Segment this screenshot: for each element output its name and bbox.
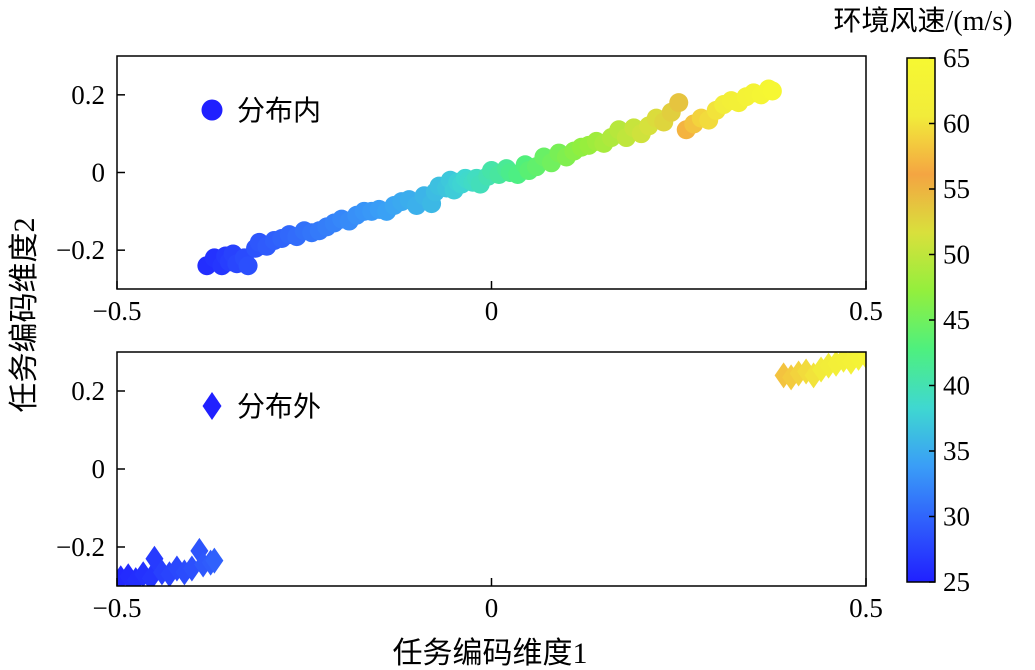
colorbar-tick-label: 45: [943, 305, 970, 335]
x-tick-label: 0: [485, 593, 499, 623]
y-axis-title: 任务编码维度2: [8, 218, 41, 413]
legend-label: 分布内: [237, 94, 321, 127]
y-tick-label: 0.2: [71, 376, 105, 406]
colorbar-tick-label: 55: [943, 174, 970, 204]
y-tick-label: −0.2: [56, 532, 105, 562]
legend-diamond-marker: [202, 392, 222, 420]
x-tick-label: 0: [485, 296, 499, 326]
data-point: [857, 352, 866, 369]
colorbar-tick-label: 30: [943, 502, 970, 532]
data-point: [141, 565, 160, 586]
colorbar-tick-label: 65: [943, 43, 970, 73]
data-point: [160, 561, 179, 586]
colorbar-tick-label: 25: [943, 567, 970, 597]
colorbar-title: 环境风速/(m/s): [834, 5, 1013, 37]
x-tick-label: −0.5: [93, 593, 142, 623]
data-points: [197, 79, 782, 276]
plot-frame: [116, 351, 867, 587]
data-point: [238, 256, 258, 276]
legend-label: 分布外: [237, 390, 321, 423]
x-tick-label: 0.5: [849, 296, 883, 326]
data-points: [117, 352, 866, 586]
y-tick-label: 0.2: [71, 80, 105, 110]
legend: 分布外: [202, 390, 321, 423]
y-tick-label: −0.2: [56, 235, 105, 265]
data-point: [762, 81, 782, 101]
colorbar-tick-label: 35: [943, 436, 970, 466]
scatter-panel-1: −0.5 0 0.5 0.2 0 −0.2 分布内: [56, 55, 883, 326]
x-axis-title: 任务编码维度1: [393, 637, 588, 670]
y-tick-label: 0: [92, 454, 106, 484]
legend-circle-marker: [201, 99, 223, 121]
x-tick-label: 0.5: [849, 593, 883, 623]
legend: 分布内: [201, 94, 321, 127]
colorbar-tick-label: 50: [943, 240, 970, 270]
data-point: [669, 93, 689, 113]
colorbar-tick-label: 60: [943, 109, 970, 139]
y-tick-label: 0: [92, 158, 106, 188]
colorbar-tick-label: 40: [943, 371, 970, 401]
colorbar: 25 30 35 40 45 50 55 60 65: [906, 43, 970, 597]
scatter-panel-2: −0.5 0 0.5 0.2 0 −0.2 分布外: [56, 351, 883, 623]
x-tick-label: −0.5: [93, 296, 142, 326]
data-point: [205, 547, 224, 574]
